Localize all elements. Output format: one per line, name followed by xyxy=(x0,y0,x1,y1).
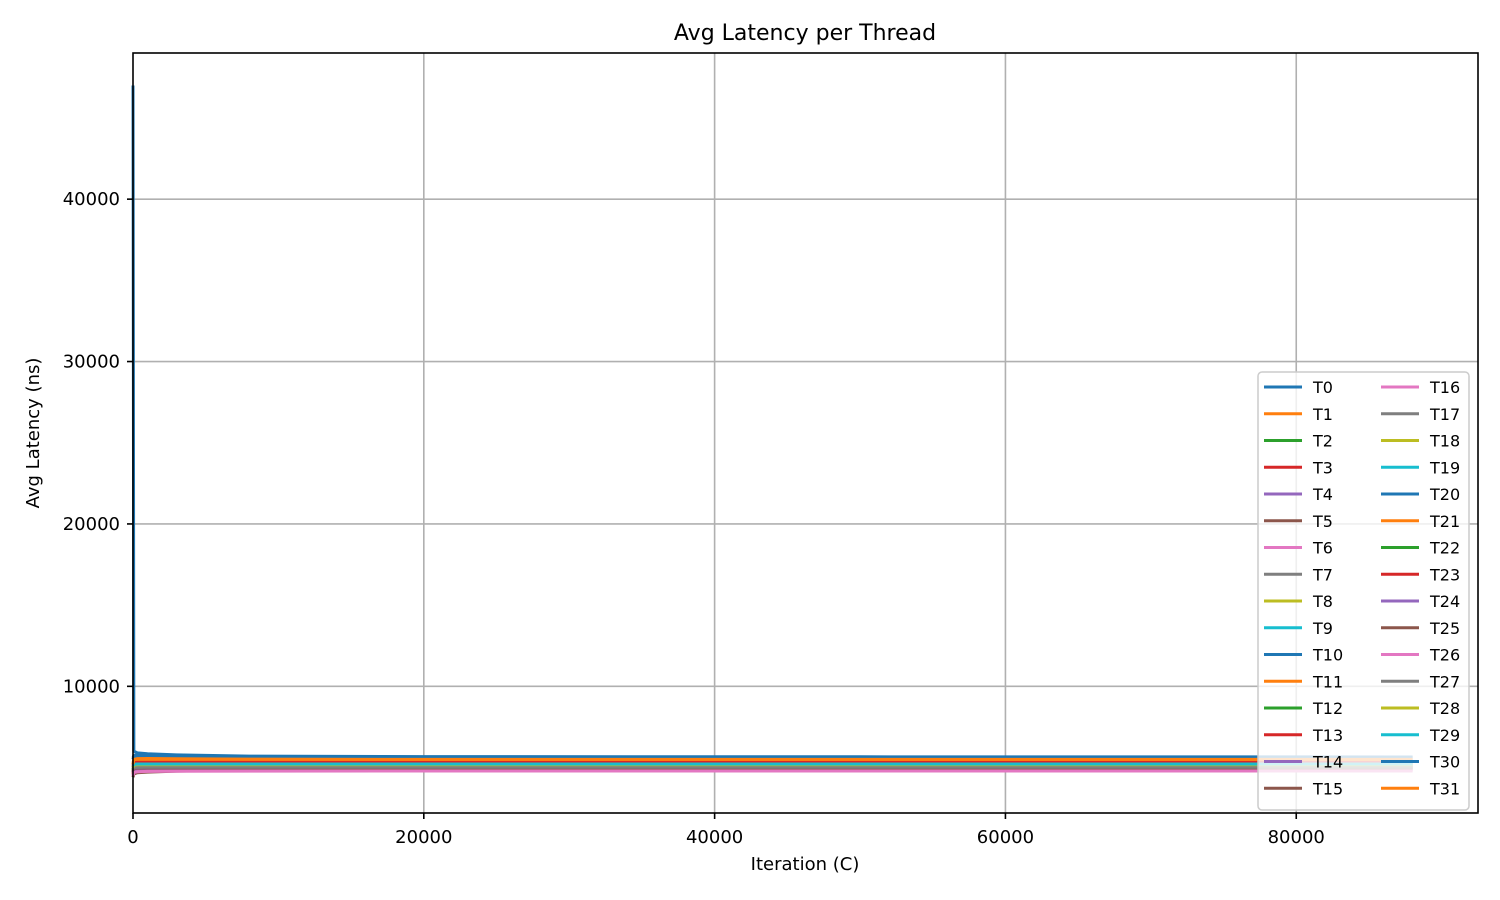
x-axis-label: Iteration (C) xyxy=(751,854,860,875)
legend-label: T24 xyxy=(1429,592,1460,611)
x-tick-label: 40000 xyxy=(686,827,743,848)
legend-label: T30 xyxy=(1429,753,1460,772)
y-tick-label: 40000 xyxy=(63,189,120,210)
legend-box xyxy=(1257,371,1470,811)
legend-label: T31 xyxy=(1429,779,1460,798)
y-axis-label: Avg Latency (ns) xyxy=(23,358,44,509)
x-tick-label: 0 xyxy=(127,827,138,848)
legend-label: T8 xyxy=(1312,592,1333,611)
legend-label: T2 xyxy=(1312,432,1333,451)
x-tick-label: 60000 xyxy=(977,827,1034,848)
y-tick-label: 20000 xyxy=(63,514,120,535)
chart-title: Avg Latency per Thread xyxy=(674,21,936,46)
y-tick-label: 10000 xyxy=(63,676,120,697)
legend-label: T25 xyxy=(1429,619,1460,638)
legend-label: T1 xyxy=(1312,405,1333,424)
legend-label: T14 xyxy=(1312,753,1343,772)
legend-label: T16 xyxy=(1429,378,1460,397)
legend-label: T4 xyxy=(1312,485,1333,504)
series-line-t30 xyxy=(131,753,1413,759)
legend-label: T28 xyxy=(1429,699,1460,718)
legend-label: T7 xyxy=(1312,565,1333,584)
legend-label: T5 xyxy=(1312,512,1333,531)
legend-label: T15 xyxy=(1312,779,1343,798)
legend-label: T26 xyxy=(1429,646,1460,665)
x-tick-label: 20000 xyxy=(395,827,452,848)
x-tick-label: 80000 xyxy=(1268,827,1325,848)
legend-label: T20 xyxy=(1429,485,1460,504)
legend-label: T22 xyxy=(1429,539,1460,558)
legend-label: T27 xyxy=(1429,672,1460,691)
plot-frame xyxy=(132,52,1479,814)
grid xyxy=(133,53,1478,813)
legend-label: T9 xyxy=(1312,619,1333,638)
series-line-t27 xyxy=(131,765,1413,770)
axis-ticks: 0 20000 40000 60000 80000 10000 20000 30000 4000… xyxy=(63,189,1325,848)
series-lines xyxy=(131,85,1413,778)
legend-label: T23 xyxy=(1429,565,1460,584)
legend-label: T12 xyxy=(1312,699,1343,718)
legend-label: T19 xyxy=(1429,458,1460,477)
series-line-t29 xyxy=(131,762,1413,767)
series-line-t26 xyxy=(131,769,1413,777)
legend-label: T0 xyxy=(1312,378,1333,397)
legend-label: T10 xyxy=(1312,646,1343,665)
y-tick-label: 30000 xyxy=(63,352,120,373)
legend-label: T13 xyxy=(1312,726,1343,745)
legend-label: T6 xyxy=(1312,539,1333,558)
legend-label: T3 xyxy=(1312,458,1333,477)
series-line-t23 xyxy=(131,760,1413,767)
legend-label: T29 xyxy=(1429,726,1460,745)
legend-label: T17 xyxy=(1429,405,1460,424)
legend-label: T18 xyxy=(1429,432,1460,451)
series-line-t31 xyxy=(131,756,1413,765)
legend-label: T21 xyxy=(1429,512,1460,531)
legend: T0 T1 T2 T3 T4 T5 T6 T7 T8 T9 T10 T11 T12 T13 T14 T15 T1… xyxy=(1257,371,1470,811)
legend-label: T11 xyxy=(1312,672,1343,691)
